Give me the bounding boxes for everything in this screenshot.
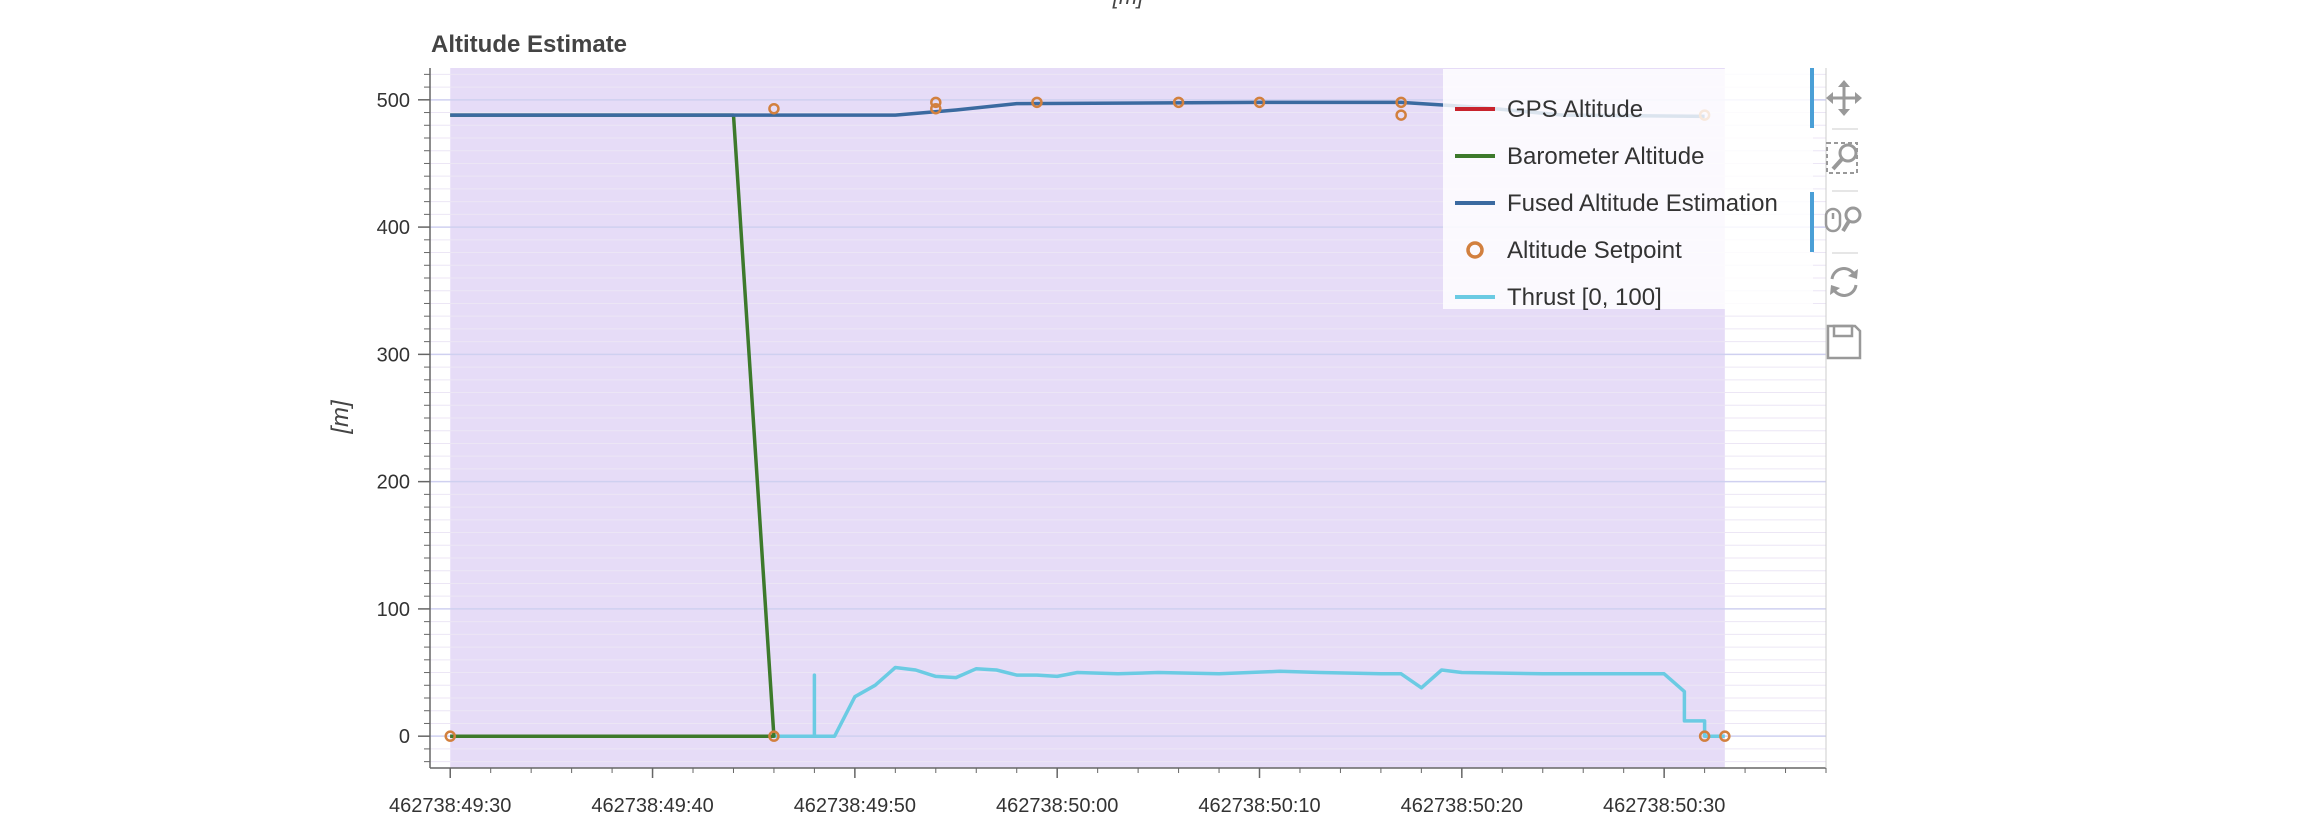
legend-label: Thrust [0, 100] <box>1507 284 1662 311</box>
wheel-zoom-icon <box>1824 200 1864 245</box>
x-tick-label: 462738:50:20 <box>1401 795 1523 817</box>
y-tick-label: 500 <box>377 90 410 112</box>
setpoint-marker <box>1031 96 1043 109</box>
legend: GPS Altitude Barometer Altitude Fused Alti… <box>1443 69 1813 311</box>
x-tick-label: 462738:50:00 <box>996 795 1118 817</box>
setpoint-marker <box>1395 109 1407 121</box>
setpoint-marker <box>444 730 456 742</box>
setpoint-marker <box>1172 96 1185 109</box>
x-tick-label: 462738:50:30 <box>1603 795 1725 817</box>
legend-label: Barometer Altitude <box>1507 143 1704 170</box>
box-zoom-icon <box>1824 138 1864 183</box>
x-tick-label: 462738:50:10 <box>1198 795 1320 817</box>
tool-separator <box>1832 252 1858 254</box>
chart-title: Altitude Estimate <box>431 31 627 58</box>
pan-tool-button[interactable] <box>1816 72 1872 128</box>
y-tick-label: 300 <box>377 344 410 366</box>
box-zoom-tool-button[interactable] <box>1816 132 1872 188</box>
series-line-thrust-0-100 <box>773 665 1725 738</box>
x-tick-label: 462738:49:40 <box>591 795 713 817</box>
tool-active-indicator <box>1810 192 1814 252</box>
setpoint-marker <box>1719 730 1731 742</box>
top-cutoff-label: [m] <box>1112 0 1144 9</box>
y-tick-label: 400 <box>377 217 410 239</box>
setpoint-marker <box>768 730 780 742</box>
legend-swatch <box>1466 241 1484 259</box>
reset-icon <box>1824 262 1864 307</box>
setpoint-marker <box>1698 730 1711 742</box>
wheel-zoom-tool-button[interactable] <box>1816 194 1872 250</box>
y-tick-label: 0 <box>399 726 410 748</box>
setpoint-marker <box>1395 96 1407 109</box>
tool-active-indicator <box>1810 68 1814 128</box>
y-tick-label: 200 <box>377 472 410 494</box>
x-tick-label: 462738:49:30 <box>389 795 511 817</box>
reset-tool-button[interactable] <box>1816 256 1872 312</box>
y-axis-label: [m] <box>327 399 354 435</box>
setpoint-marker <box>930 102 942 115</box>
setpoint-marker <box>768 102 780 115</box>
tool-separator <box>1832 128 1858 130</box>
setpoint-marker <box>1253 96 1266 109</box>
legend-label: Altitude Setpoint <box>1507 237 1682 264</box>
legend-background <box>1443 69 1813 309</box>
tool-separator <box>1832 190 1858 192</box>
save-icon <box>1824 322 1864 367</box>
x-tick-label: 462738:49:50 <box>794 795 916 817</box>
save-tool-button[interactable] <box>1816 316 1872 372</box>
legend-label: GPS Altitude <box>1507 96 1643 123</box>
setpoint-marker <box>930 96 942 109</box>
pan-icon <box>1824 78 1864 123</box>
legend-label: Fused Altitude Estimation <box>1507 190 1778 217</box>
y-tick-label: 100 <box>377 599 410 621</box>
